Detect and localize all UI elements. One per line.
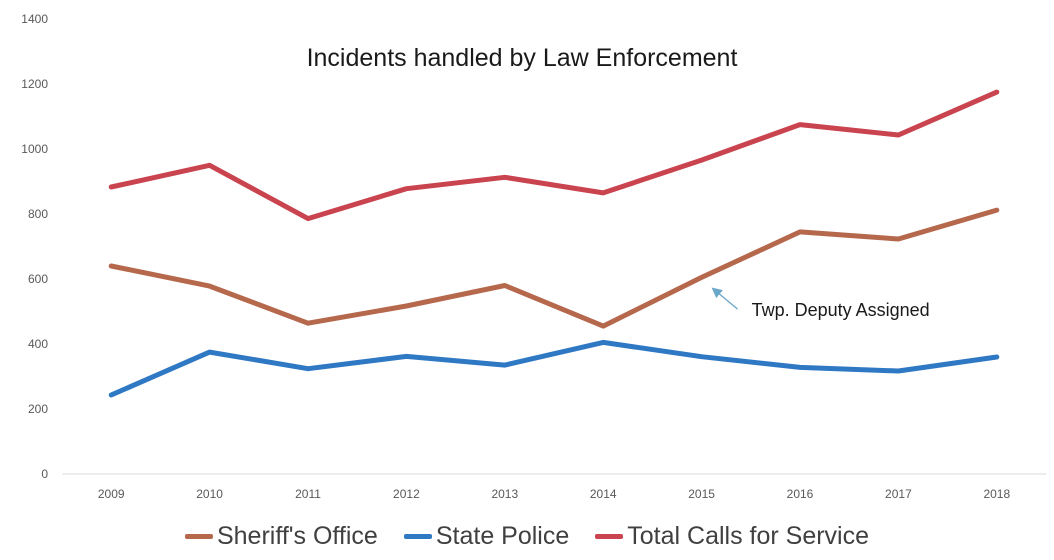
- x-tick-label: 2013: [491, 487, 518, 501]
- legend-item: Sheriff's Office: [184, 521, 378, 551]
- legend-swatch: [184, 533, 213, 539]
- series-line-0: [108, 207, 1000, 329]
- y-tick-label: 0: [41, 467, 48, 481]
- legend-swatch: [403, 533, 432, 539]
- series-line-2: [108, 89, 1000, 222]
- y-tick-label: 1400: [21, 12, 48, 26]
- x-tick-label: 2016: [787, 487, 814, 501]
- x-axis-ticks: 2009 2010 2011 2012 2013 2014 2015 2016 2017 2018: [98, 487, 1011, 501]
- x-tick-label: 2017: [885, 487, 912, 501]
- series-line-1: [108, 339, 1000, 398]
- y-tick-label: 1200: [21, 77, 48, 91]
- x-tick-label: 2009: [98, 487, 125, 501]
- x-tick-label: 2015: [688, 487, 715, 501]
- y-tick-label: 800: [28, 207, 48, 221]
- x-tick-label: 2014: [590, 487, 617, 501]
- legend: Sheriff's Office State Police Total Calls …: [0, 516, 1054, 556]
- y-tick-label: 1000: [21, 142, 48, 156]
- y-tick-label: 400: [28, 337, 48, 351]
- legend-label: Sheriff's Office: [216, 521, 378, 550]
- y-axis-ticks: 0 200 400 600 800 1000 1200 1400: [21, 12, 48, 481]
- x-tick-label: 2011: [295, 487, 321, 501]
- annotation-label: Twp. Deputy Assigned: [752, 300, 930, 320]
- legend-item: Total Calls for Service: [595, 522, 869, 551]
- annotation-arrow: [711, 287, 739, 310]
- legend-label: Total Calls for Service: [627, 521, 870, 550]
- annotation-layer: Twp. Deputy Assigned: [711, 287, 930, 320]
- y-tick-label: 600: [28, 272, 48, 286]
- chart-title: Incidents handled by Law Enforcement: [307, 44, 738, 72]
- chart-background: [0, 0, 1054, 516]
- x-tick-label: 2010: [196, 487, 223, 501]
- series-layer: [108, 89, 1000, 398]
- legend-swatch: [595, 533, 624, 539]
- x-tick-label: 2012: [393, 487, 420, 501]
- legend-label: State Police: [435, 521, 570, 550]
- x-tick-label: 2018: [983, 487, 1010, 501]
- legend-item: State Police: [403, 521, 570, 551]
- y-tick-label: 200: [28, 402, 48, 416]
